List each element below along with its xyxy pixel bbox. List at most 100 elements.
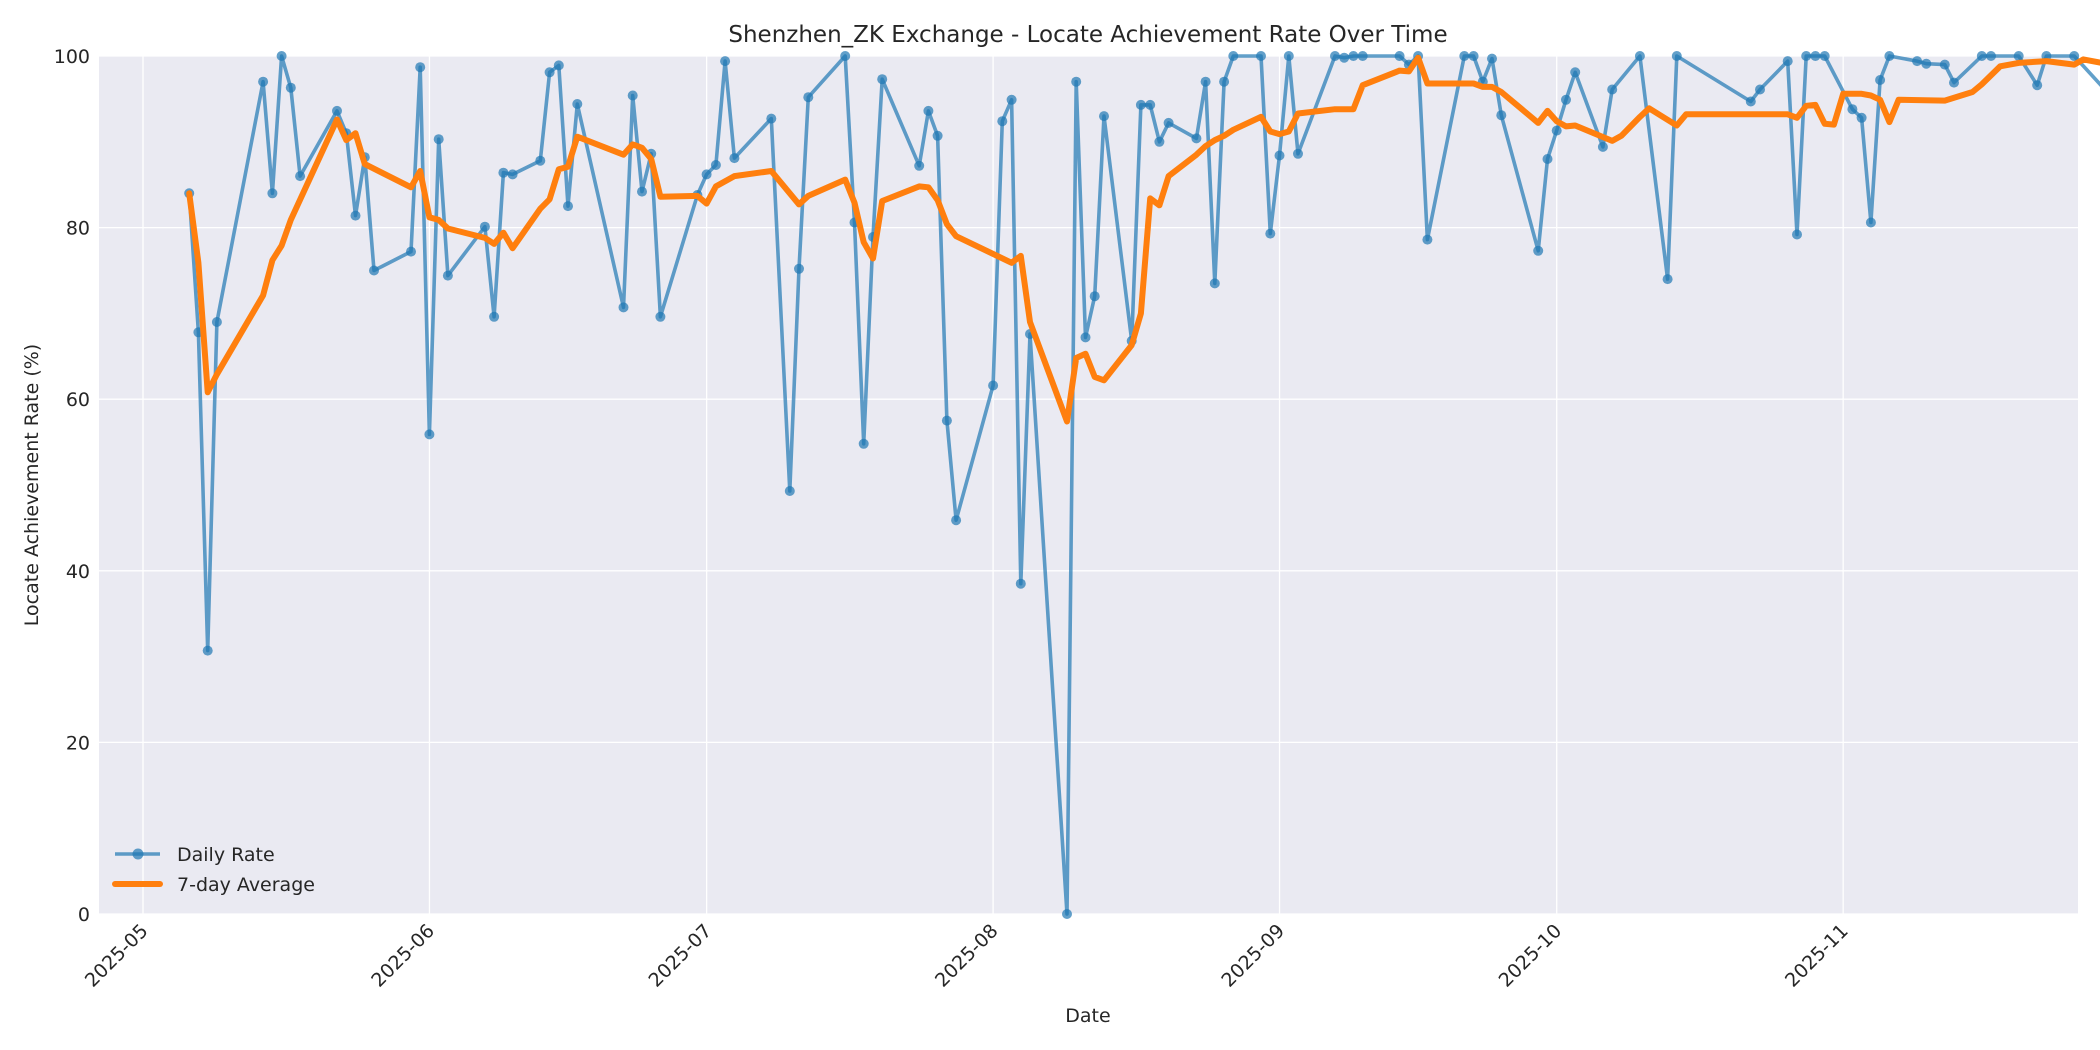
data-point-marker [1671, 51, 1682, 61]
data-point-marker [1468, 51, 1479, 61]
series-7day-average [186, 54, 2100, 425]
data-point-marker [1939, 59, 1950, 70]
x-tick-label: 2025-09 [1217, 920, 1289, 992]
data-point-marker [433, 134, 444, 145]
data-point-marker [1339, 52, 1350, 63]
data-point-marker [988, 380, 999, 391]
data-point-marker [1200, 76, 1211, 87]
data-point-marker [2032, 80, 2043, 91]
data-point-marker [507, 169, 518, 180]
data-point-marker [840, 51, 851, 61]
data-point-marker [498, 167, 509, 178]
data-point-marker [1819, 51, 1830, 61]
data-point-marker [535, 155, 546, 166]
data-point-marker [877, 74, 888, 85]
data-point-marker [794, 263, 804, 274]
data-point-marker [1875, 75, 1886, 85]
data-point-marker [1634, 51, 1645, 61]
data-point-marker [618, 302, 629, 313]
data-point-marker [1884, 51, 1895, 61]
data-point-marker [1801, 51, 1812, 61]
data-point-marker [1745, 96, 1756, 107]
data-point-marker [1607, 84, 1618, 95]
grid-lines [99, 55, 2078, 915]
legend: Daily Rate 7-day Average [112, 844, 315, 896]
data-point-marker [1145, 99, 1156, 110]
data-point-marker [1357, 51, 1368, 61]
x-axis-label: Date [1065, 1005, 1110, 1027]
y-tick-label: 20 [66, 732, 90, 754]
x-tick-label: 2025-06 [367, 920, 439, 992]
y-tick-label: 80 [66, 218, 90, 240]
data-point-marker [1912, 56, 1923, 67]
y-tick-label: 0 [78, 904, 90, 926]
data-point-marker [350, 210, 361, 221]
data-point-marker [258, 76, 269, 87]
data-point-marker [1755, 84, 1765, 95]
data-point-marker [766, 113, 777, 124]
data-point-marker [2013, 51, 2024, 61]
data-point-marker [1006, 94, 1017, 105]
data-point-marker [1283, 51, 1294, 61]
data-point-marker [1209, 278, 1220, 289]
data-point-marker [1551, 125, 1562, 136]
data-point-marker [2069, 51, 2080, 61]
data-point-marker [1422, 234, 1433, 245]
data-point-marker [858, 438, 869, 449]
data-point-marker [1662, 274, 1673, 285]
data-point-marker [1062, 909, 1072, 919]
data-point-marker [941, 415, 952, 426]
y-tick-label: 60 [66, 389, 90, 411]
data-point-marker [914, 160, 925, 171]
data-point-marker [563, 201, 573, 212]
data-point-marker [295, 171, 306, 182]
data-point-marker [997, 116, 1008, 127]
legend-avg-label: 7-day Average [177, 874, 315, 896]
data-point-marker [415, 62, 426, 73]
data-point-marker [1163, 117, 1174, 128]
x-tick-label: 2025-07 [644, 920, 716, 992]
data-point-marker [710, 160, 721, 170]
data-point-marker [923, 105, 934, 116]
data-point-marker [1542, 154, 1553, 164]
data-point-marker [479, 221, 490, 232]
data-point-marker [1949, 77, 1959, 88]
data-point-marker [267, 188, 278, 199]
y-tick-label: 100 [54, 46, 90, 68]
data-point-marker [1099, 111, 1109, 122]
x-axis-ticks: 2025-05 2025-06 2025-07 2025-08 2025-09 2025-… [81, 920, 1853, 992]
data-point-marker [1219, 76, 1230, 87]
x-tick-label: 2025-05 [81, 920, 153, 992]
data-point-marker [803, 92, 814, 103]
data-point-marker [1810, 51, 1821, 61]
data-point-marker [1135, 99, 1146, 110]
data-point-marker [553, 60, 564, 71]
data-point-marker [1080, 332, 1091, 343]
data-point-marker [729, 153, 740, 164]
data-point-marker [1265, 228, 1276, 239]
data-point-marker [285, 82, 296, 93]
legend-daily-label: Daily Rate [177, 844, 275, 866]
data-point-marker [1089, 291, 1100, 302]
data-point-marker [1792, 229, 1802, 240]
data-point-marker [1015, 578, 1026, 589]
data-point-marker [211, 317, 222, 327]
data-point-marker [1865, 217, 1876, 228]
data-point-marker [489, 311, 500, 322]
x-tick-label: 2025-08 [931, 920, 1003, 992]
data-point-marker [1976, 51, 1987, 61]
y-axis-label: Locate Achievement Rate (%) [21, 344, 43, 626]
data-point-marker [572, 99, 583, 109]
data-point-marker [544, 67, 555, 78]
data-point-marker [784, 486, 795, 496]
data-point-marker [442, 270, 453, 281]
data-point-marker [1274, 150, 1285, 161]
data-point-marker [1293, 148, 1303, 159]
y-tick-label: 40 [66, 561, 90, 583]
x-tick-label: 2025-10 [1495, 920, 1567, 992]
plot-area [99, 56, 2078, 914]
data-point-marker [369, 265, 379, 276]
data-point-marker [1348, 51, 1359, 61]
data-point-marker [1228, 51, 1239, 61]
